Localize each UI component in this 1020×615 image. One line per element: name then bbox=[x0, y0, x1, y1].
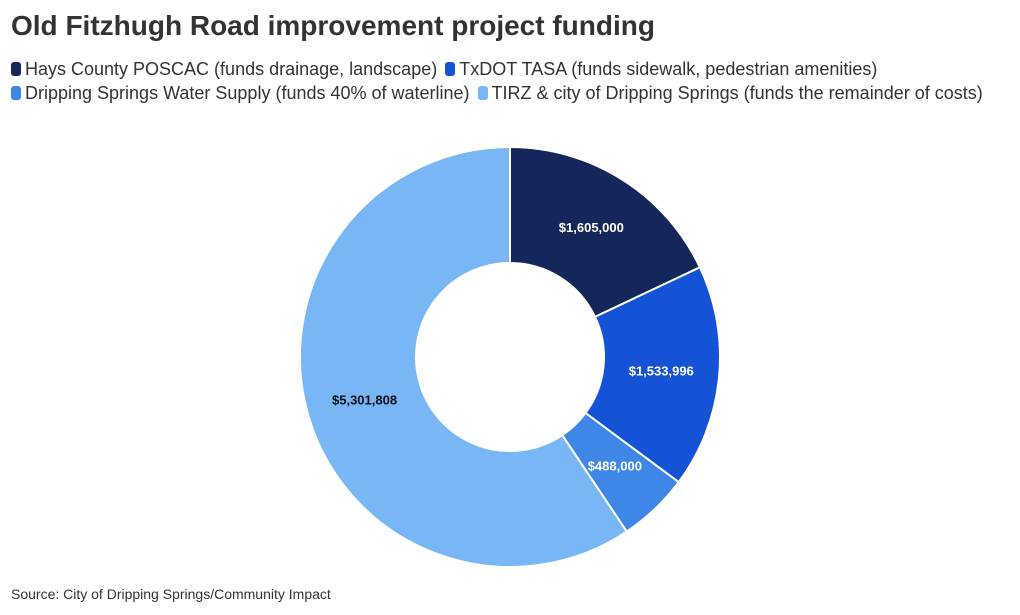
chart-title: Old Fitzhugh Road improvement project fu… bbox=[11, 10, 655, 41]
legend-swatch bbox=[11, 62, 21, 76]
value-label: $1,533,996 bbox=[629, 363, 694, 378]
slice bbox=[584, 265, 721, 484]
legend-swatch bbox=[11, 86, 21, 100]
legend-label: TIRZ & city of Dripping Springs (funds t… bbox=[491, 83, 983, 103]
legend-label: Dripping Springs Water Supply (funds 40%… bbox=[25, 83, 470, 103]
value-label: $5,301,808 bbox=[332, 393, 397, 408]
legend-item: TIRZ & city of Dripping Springs (funds t… bbox=[477, 82, 983, 104]
source: Source: City of Dripping Springs/Communi… bbox=[11, 586, 331, 602]
slice bbox=[509, 145, 702, 319]
legend-item: TxDOT TASA (funds sidewalk, pedestrian a… bbox=[445, 58, 877, 80]
legend-label: TxDOT TASA (funds sidewalk, pedestrian a… bbox=[459, 59, 878, 79]
slice bbox=[299, 145, 629, 568]
legend-swatch bbox=[445, 62, 456, 76]
legend-label: Hays County POSCAC (funds drainage, land… bbox=[25, 59, 438, 79]
value-label: $488,000 bbox=[588, 459, 642, 474]
legend-item: Hays County POSCAC (funds drainage, land… bbox=[11, 58, 437, 80]
value-label: $1,605,000 bbox=[559, 220, 624, 235]
legend: Hays County POSCAC (funds drainage, land… bbox=[11, 58, 1011, 104]
legend-swatch bbox=[477, 86, 488, 100]
legend-item: Dripping Springs Water Supply (funds 40%… bbox=[11, 82, 470, 104]
